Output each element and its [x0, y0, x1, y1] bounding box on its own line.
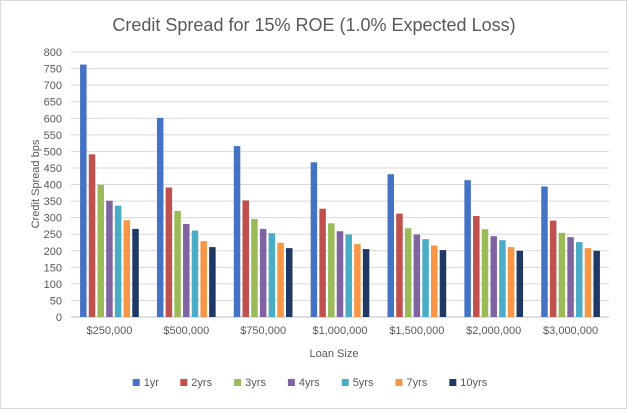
legend-label-3yrs: 3yrs: [245, 377, 266, 389]
y-tick-label: 300: [44, 213, 62, 225]
bar-5yrs-6: [576, 242, 583, 317]
bar-7yrs-4: [431, 245, 438, 317]
bar-3yrs-2: [251, 218, 258, 317]
bar-10yrs-6: [593, 250, 600, 317]
bar-10yrs-0: [132, 228, 139, 317]
bar-4yrs-0: [106, 200, 113, 317]
bar-7yrs-6: [584, 248, 592, 317]
bar-5yrs-5: [499, 240, 506, 317]
bar-2yrs-1: [165, 187, 173, 317]
legend-swatch-1yr: [132, 379, 140, 386]
y-tick-label: 700: [44, 80, 62, 92]
bar-2yrs-5: [473, 215, 480, 317]
bar-7yrs-0: [123, 220, 131, 317]
legend-label-4yrs: 4yrs: [299, 377, 320, 389]
y-axis-label: Credit Spread bps: [30, 139, 42, 228]
y-tick-label: 650: [44, 97, 62, 109]
x-tick-label: $2,000,000: [466, 325, 521, 337]
legend-swatch-2yrs: [180, 379, 188, 386]
legend-label-7yrs: 7yrs: [407, 377, 428, 389]
bar-3yrs-5: [481, 229, 489, 317]
bar-1yr-2: [233, 146, 241, 317]
bar-3yrs-6: [558, 232, 566, 317]
bars: [80, 64, 600, 318]
bar-4yrs-6: [567, 237, 574, 317]
bar-1yr-6: [541, 186, 548, 317]
x-tick-label: $750,000: [240, 325, 286, 337]
bar-2yrs-3: [319, 208, 326, 317]
y-axis-ticks: 0 50 100 150 200 250 300 350 400 450 500 550 600 650 7…: [44, 47, 62, 324]
y-tick-label: 0: [56, 312, 62, 324]
x-axis-ticks: $250,000 $500,000 $750,000 $1,000,000 $1,500…: [86, 325, 598, 337]
x-tick-label: $250,000: [86, 325, 132, 337]
bar-1yr-1: [156, 117, 164, 317]
bar-5yrs-0: [114, 205, 122, 317]
bar-1yr-0: [80, 64, 87, 318]
bar-3yrs-3: [328, 223, 335, 317]
bar-4yrs-2: [259, 228, 267, 317]
x-tick-label: $500,000: [163, 325, 209, 337]
legend-swatch-7yrs: [395, 379, 403, 386]
y-tick-label: 400: [44, 180, 62, 192]
bar-7yrs-3: [354, 244, 361, 317]
bar-7yrs-2: [277, 242, 284, 317]
bar-2yrs-4: [396, 213, 403, 317]
y-tick-label: 350: [44, 196, 62, 208]
legend-label-5yrs: 5yrs: [353, 377, 374, 389]
bar-2yrs-6: [549, 220, 557, 317]
bar-3yrs-0: [97, 184, 104, 317]
chart-title: Credit Spread for 15% ROE (1.0% Expected…: [112, 15, 515, 35]
legend-swatch-4yrs: [287, 379, 295, 386]
legend: 1yr 2yrs 3yrs 4yrs 5yrs 7yrs 10yrs: [132, 377, 488, 389]
bar-5yrs-1: [191, 230, 199, 317]
bar-5yrs-2: [268, 233, 276, 317]
bar-4yrs-3: [336, 231, 344, 317]
bar-4yrs-1: [183, 223, 190, 317]
y-tick-label: 500: [44, 146, 62, 158]
bar-7yrs-5: [507, 247, 515, 317]
bar-4yrs-5: [490, 236, 497, 317]
bar-5yrs-3: [345, 234, 352, 317]
y-tick-label: 100: [44, 279, 62, 291]
x-tick-label: $3,000,000: [543, 325, 598, 337]
y-tick-label: 150: [44, 262, 62, 274]
y-tick-label: 250: [44, 229, 62, 241]
y-tick-label: 600: [44, 113, 62, 125]
bar-10yrs-4: [439, 250, 447, 317]
legend-swatch-5yrs: [341, 379, 349, 386]
bar-3yrs-1: [174, 211, 181, 317]
legend-label-10yrs: 10yrs: [460, 377, 487, 389]
bar-10yrs-3: [362, 249, 370, 317]
bar-10yrs-5: [516, 250, 524, 317]
bar-1yr-3: [310, 162, 318, 317]
bar-5yrs-4: [422, 239, 429, 317]
y-tick-label: 550: [44, 130, 62, 142]
bar-4yrs-4: [413, 234, 421, 317]
legend-label-1yr: 1yr: [144, 377, 160, 389]
bar-10yrs-2: [285, 248, 293, 317]
bar-7yrs-1: [200, 241, 207, 317]
y-tick-label: 750: [44, 64, 62, 76]
y-tick-label: 450: [44, 163, 62, 175]
legend-swatch-3yrs: [234, 379, 242, 386]
x-axis-label: Loan Size: [310, 348, 359, 360]
bar-3yrs-4: [404, 228, 412, 317]
bar-1yr-4: [387, 174, 395, 317]
legend-label-2yrs: 2yrs: [191, 377, 212, 389]
y-tick-label: 800: [44, 47, 62, 59]
bar-2yrs-0: [88, 154, 96, 317]
legend-swatch-10yrs: [449, 379, 457, 386]
x-tick-label: $1,000,000: [312, 325, 367, 337]
bar-1yr-5: [464, 180, 471, 317]
y-tick-label: 50: [50, 295, 62, 307]
y-tick-label: 200: [44, 246, 62, 258]
x-tick-label: $1,500,000: [389, 325, 444, 337]
bar-10yrs-1: [209, 247, 216, 317]
bar-2yrs-2: [242, 200, 249, 317]
